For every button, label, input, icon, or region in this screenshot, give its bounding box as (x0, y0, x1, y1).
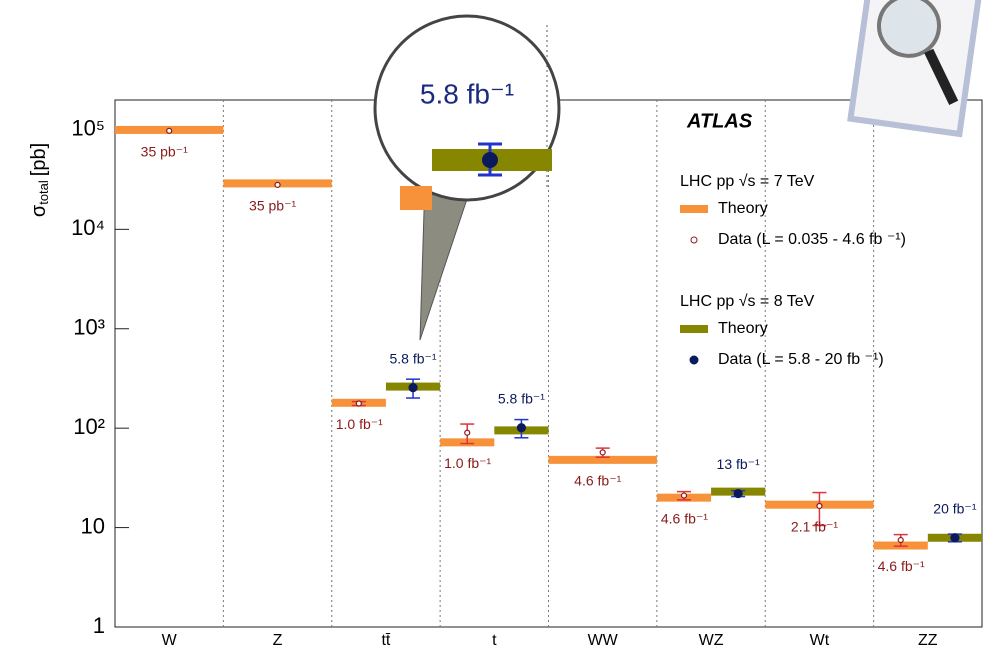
y-label-unit: [pb] (28, 143, 50, 176)
x-tick-label: WZ (699, 632, 724, 649)
data-point (408, 382, 418, 393)
lumi-label: 5.8 fb⁻¹ (498, 390, 545, 406)
x-tick-label: W (162, 632, 178, 649)
data-point (355, 400, 362, 407)
photo (847, 0, 983, 138)
data-point (680, 492, 688, 499)
lumi-label: 4.6 fb⁻¹ (661, 510, 708, 526)
lumi-label: 35 pb⁻¹ (249, 198, 296, 214)
lumi-label: 4.6 fb⁻¹ (878, 558, 925, 574)
legend-label: Theory (718, 200, 768, 217)
data-point (733, 488, 743, 499)
legend-marker (689, 355, 699, 365)
y-tick-label: 10⁵ (71, 116, 105, 141)
experiment-label: ATLAS (686, 110, 753, 132)
legend-label: Data (L = 5.8 - 20 fb ⁻¹) (718, 351, 884, 368)
callout-label: 5.8 fb⁻¹ (420, 78, 514, 109)
legend-label: Theory (718, 320, 768, 337)
lumi-label: 20 fb⁻¹ (933, 500, 977, 516)
y-label-subscript: total (36, 180, 51, 205)
legend-group-title: LHC pp √s = 7 TeV (680, 173, 815, 190)
y-tick-label: 10⁴ (71, 215, 105, 240)
x-tick-label: Wt (810, 632, 830, 649)
y-label-symbol: σ (28, 204, 50, 217)
data-point (464, 429, 471, 436)
y-axis-label: σtotal [pb] (28, 143, 51, 217)
x-tick-label: tt̄ (381, 632, 390, 649)
lumi-label: 13 fb⁻¹ (717, 456, 761, 472)
theory-band (548, 455, 657, 464)
lumi-label: 4.6 fb⁻¹ (574, 473, 621, 489)
lens (876, 0, 941, 58)
x-tick-label: WW (588, 632, 619, 649)
y-tick-label: 10³ (73, 315, 105, 340)
data-point (816, 502, 823, 510)
x-tick-label: Z (273, 632, 283, 649)
lumi-label: 1.0 fb⁻¹ (444, 455, 491, 471)
lumi-label: 5.8 fb⁻¹ (389, 350, 436, 366)
data-point (950, 533, 960, 543)
data-point (599, 449, 606, 456)
y-tick-label: 10 (81, 513, 105, 538)
plot-frame (114, 99, 983, 628)
legend-group-title: LHC pp √s = 8 TeV (680, 293, 815, 310)
legend-label: Data (L = 0.035 - 4.6 fb ⁻¹) (718, 231, 906, 248)
y-tick-label: 1 (93, 613, 105, 638)
data-point (897, 536, 904, 544)
handle (924, 48, 959, 106)
lumi-label: 2.1 fb⁻¹ (791, 519, 838, 535)
lumi-label: 1.0 fb⁻¹ (336, 416, 383, 432)
callout-theory-7 (400, 186, 432, 210)
x-tick-label: ZZ (918, 632, 938, 649)
data-point (274, 181, 281, 188)
x-tick-label: t (492, 632, 497, 649)
callout-data-point (482, 152, 498, 168)
data-point (516, 423, 527, 433)
legend-marker (690, 236, 698, 244)
lumi-label: 35 pb⁻¹ (141, 144, 188, 160)
legend-swatch (680, 325, 708, 333)
y-tick-label: 10² (73, 414, 105, 439)
data-point (166, 127, 173, 134)
legend-swatch (680, 205, 708, 213)
magnifier-callout: 5.8 fb⁻¹ (373, 14, 561, 341)
